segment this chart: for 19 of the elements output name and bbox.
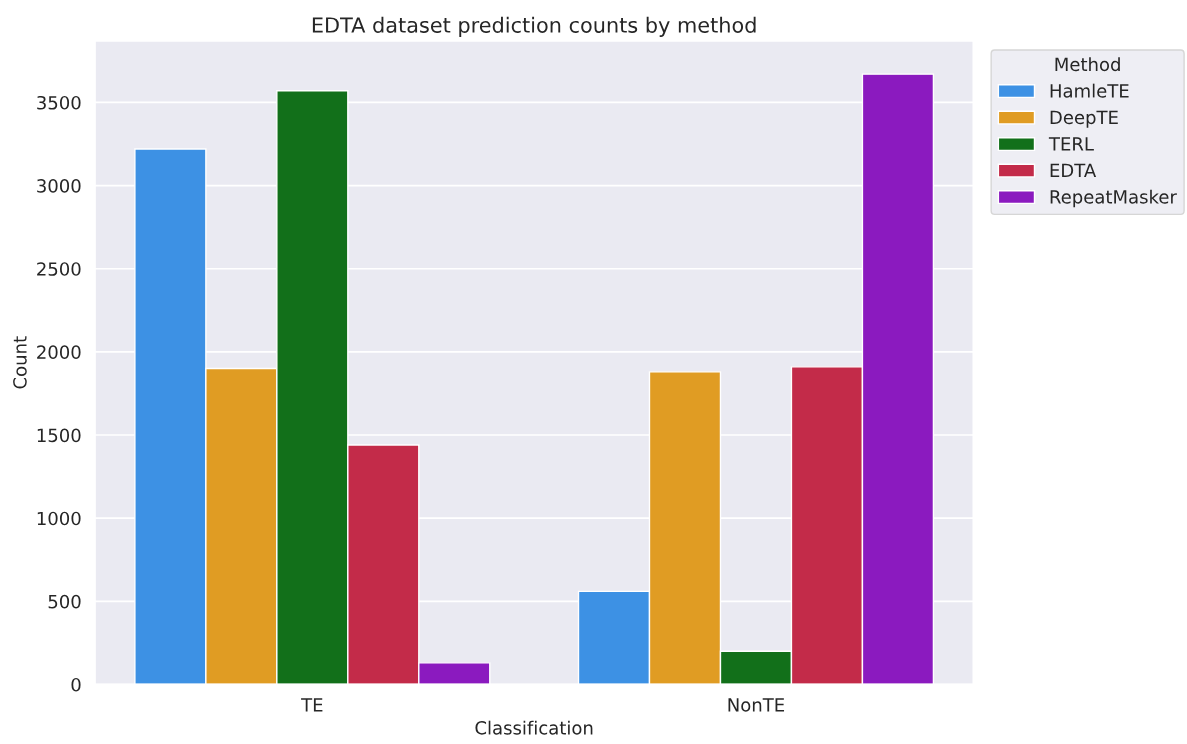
- y-tick-label: 2000: [37, 345, 81, 360]
- legend-label: EDTA: [1050, 163, 1097, 177]
- y-tick-label: 0: [71, 677, 81, 692]
- y-tick-label: 2500: [37, 262, 81, 276]
- x-axis-title: Classification: [475, 720, 593, 735]
- y-tick-label: 3500: [37, 95, 81, 110]
- y-axis-title: Count: [13, 336, 27, 389]
- legend-label: HamleTE: [1050, 83, 1129, 98]
- x-tick-label: TE: [301, 698, 323, 712]
- chart-title: EDTA dataset prediction counts by method: [312, 16, 756, 37]
- y-tick-label: 1500: [37, 428, 81, 443]
- legend-label: RepeatMasker: [1050, 189, 1177, 208]
- y-tick-label: 3000: [37, 179, 81, 193]
- legend-label: TERL: [1048, 137, 1094, 151]
- legend-title: Method: [1055, 57, 1120, 72]
- y-tick-label: 500: [48, 594, 81, 609]
- y-tick-label: 1000: [37, 511, 81, 526]
- x-tick-label: NonTE: [728, 698, 785, 712]
- legend-label: DeepTE: [1050, 110, 1118, 128]
